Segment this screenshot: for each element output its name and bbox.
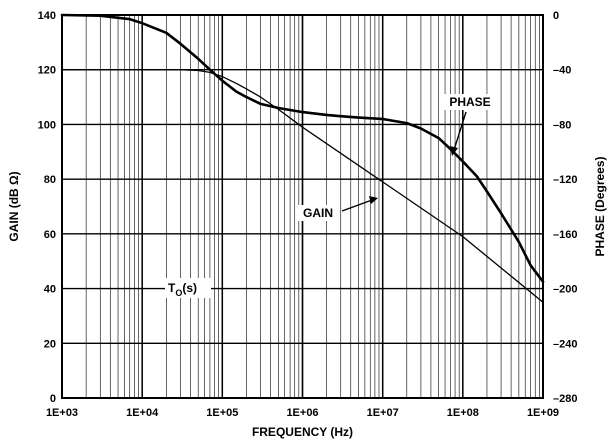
y2-tick-label: –80 <box>553 119 571 131</box>
gain-line <box>61 69 544 303</box>
y-tick-label: 100 <box>38 119 56 131</box>
phase-label-bg <box>442 94 498 110</box>
series-lines <box>60 13 545 303</box>
transfer-label-bg <box>165 278 211 298</box>
x-tick-label: 1E+06 <box>286 407 318 419</box>
plot-frame <box>61 14 544 399</box>
phase-leader-line <box>453 111 467 151</box>
y2-tick-label: 0 <box>553 10 559 22</box>
annotations: PHASE GAIN TO(s) <box>165 94 498 298</box>
y-tick-label: 40 <box>44 284 56 296</box>
gain-annotation: GAIN <box>303 206 333 220</box>
gain-arrowhead <box>369 196 378 204</box>
y2-tick-label: –160 <box>553 229 577 241</box>
transfer-function-annotation: TO(s) <box>168 281 197 298</box>
y-axis-title: GAIN (dB Ω) <box>7 171 21 241</box>
x-tick-label: 1E+08 <box>447 407 479 419</box>
x-tick-label: 1E+04 <box>126 407 159 419</box>
gain-label-bg <box>296 205 340 221</box>
y-tick-label: 0 <box>50 393 56 405</box>
y-tick-label: 120 <box>38 65 56 77</box>
y2-axis-title: PHASE (Degrees) <box>593 156 607 256</box>
gain-leader-line <box>341 199 373 212</box>
x-tick-label: 1E+03 <box>46 407 78 419</box>
x-tick-label: 1E+05 <box>206 407 238 419</box>
y2-tick-label: –280 <box>553 393 577 405</box>
y-tick-label: 20 <box>44 338 56 350</box>
y2-tick-labels: 0 –40 –80 –120 –160 –200 –240 –280 <box>553 10 577 405</box>
y-tick-label: 80 <box>44 174 56 186</box>
y2-tick-label: –40 <box>553 65 571 77</box>
x-tick-labels: 1E+03 1E+04 1E+05 1E+06 1E+07 1E+08 1E+09 <box>46 407 559 419</box>
phase-arrowhead <box>450 146 458 156</box>
phase-annotation: PHASE <box>449 95 490 109</box>
y-tick-labels: 0 20 40 60 80 100 120 140 <box>38 10 56 405</box>
phase-line <box>60 13 545 284</box>
x-axis-title: FREQUENCY (Hz) <box>252 425 353 439</box>
y2-tick-label: –240 <box>553 338 577 350</box>
x-tick-label: 1E+07 <box>367 407 399 419</box>
y-tick-label: 60 <box>44 229 56 241</box>
y2-tick-label: –120 <box>553 174 577 186</box>
y2-tick-label: –200 <box>553 284 577 296</box>
y-tick-label: 140 <box>38 10 56 22</box>
x-tick-label: 1E+09 <box>527 407 559 419</box>
